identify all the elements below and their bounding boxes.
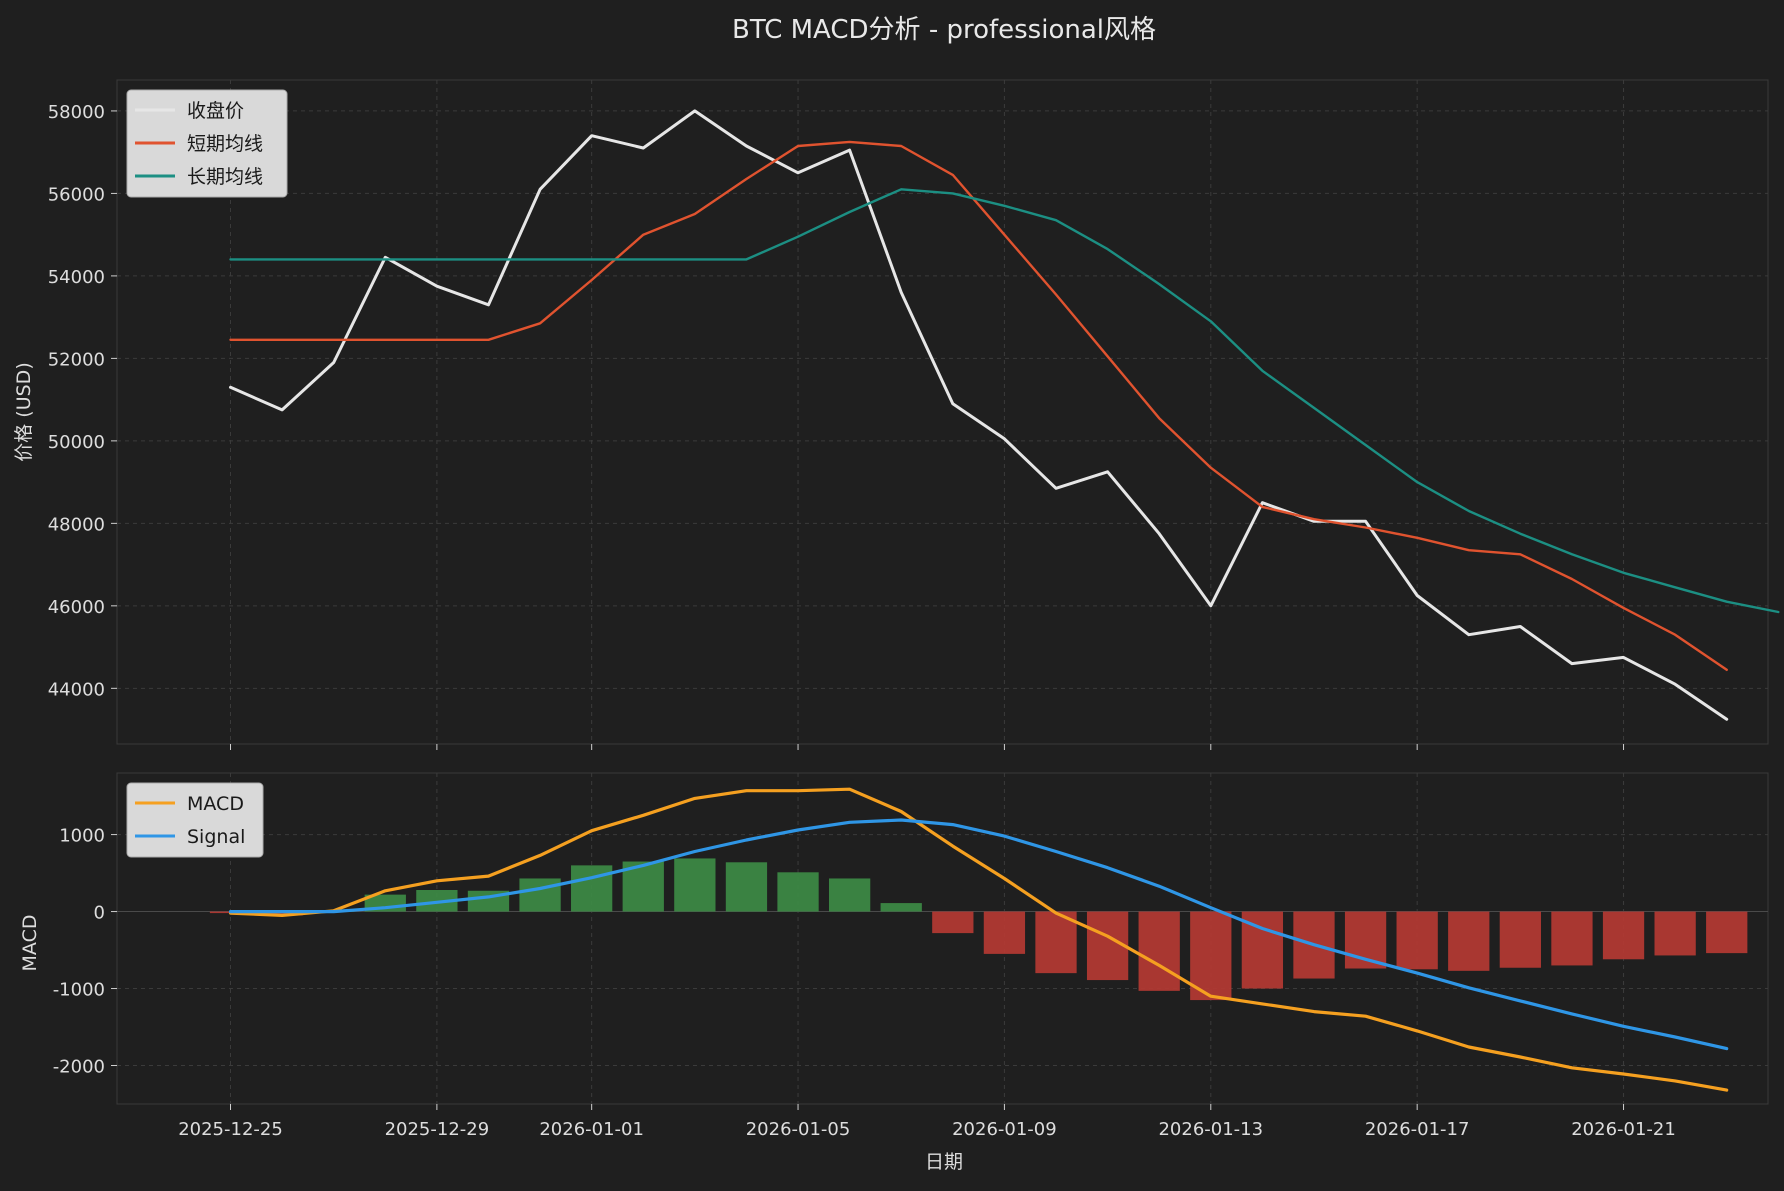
histogram-bar	[1035, 911, 1077, 974]
histogram-bar	[1551, 911, 1593, 966]
price-y-tick-label: 58000	[48, 102, 105, 123]
macd-series-line-1	[228, 787, 1729, 1092]
price-legend-label: 收盘价	[187, 100, 244, 122]
histogram-bar	[1190, 911, 1232, 1001]
histogram-bar	[1499, 911, 1541, 968]
macd-y-tick-label: 0	[94, 903, 105, 924]
macd-y-axis-label: MACD	[19, 915, 41, 972]
histogram-bar	[1706, 911, 1748, 954]
x-tick-label: 2025-12-25	[178, 1119, 283, 1140]
price-y-tick-label: 52000	[48, 349, 105, 370]
price-legend-label: 短期均线	[187, 133, 263, 155]
histogram-bar	[261, 911, 303, 916]
histogram-bar	[1602, 911, 1645, 960]
macd-y-tick-label: 1000	[59, 826, 105, 847]
price-series-line-2	[229, 140, 1728, 671]
histogram-bar	[571, 865, 613, 912]
price-y-tick-label: 54000	[48, 267, 105, 288]
price-y-tick-label: 48000	[48, 514, 105, 535]
price-series-line-1	[229, 109, 1729, 721]
histogram-bar	[828, 878, 871, 912]
histogram-bar	[1138, 911, 1180, 991]
price-plot-frame	[116, 79, 1769, 745]
price-y-tick-label: 50000	[48, 432, 105, 453]
x-tick-label: 2026-01-09	[952, 1119, 1057, 1140]
x-tick-label: 2026-01-01	[539, 1119, 644, 1140]
histogram-bar	[519, 878, 561, 912]
macd-series-line-2	[228, 818, 1729, 1051]
x-tick-label: 2026-01-17	[1365, 1119, 1470, 1140]
histogram-bar	[777, 872, 819, 912]
price-legend-label: 长期均线	[187, 166, 263, 188]
macd-legend-label: MACD	[187, 793, 244, 815]
price-y-tick-label: 46000	[48, 597, 105, 618]
price-y-tick-label: 44000	[48, 679, 105, 700]
price-y-axis-label: 价格 (USD)	[13, 362, 35, 461]
histogram-bar	[1448, 911, 1490, 971]
histogram-bar	[725, 862, 768, 912]
macd-legend-label: Signal	[187, 826, 245, 848]
histogram-bar	[1654, 911, 1696, 956]
histogram-bar	[932, 911, 974, 934]
x-tick-label: 2026-01-21	[1571, 1119, 1676, 1140]
x-tick-label: 2025-12-29	[385, 1119, 490, 1140]
x-tick-label: 2026-01-05	[746, 1119, 851, 1140]
price-legend-box	[126, 89, 288, 198]
histogram-bar	[674, 858, 716, 912]
price-y-tick-label: 56000	[48, 184, 105, 205]
histogram-bar	[1396, 911, 1438, 970]
x-tick-label: 2026-01-13	[1158, 1119, 1263, 1140]
macd-y-tick-label: -1000	[53, 980, 105, 1001]
histogram-bar	[880, 903, 922, 912]
macd-plot-frame	[116, 772, 1769, 1105]
x-axis-label: 日期	[925, 1151, 963, 1173]
price-series-line-3	[229, 188, 1780, 614]
histogram-bar	[983, 911, 1026, 954]
chart-title: BTC MACD分析 - professional风格	[732, 15, 1156, 45]
macd-y-tick-label: -2000	[53, 1057, 105, 1078]
